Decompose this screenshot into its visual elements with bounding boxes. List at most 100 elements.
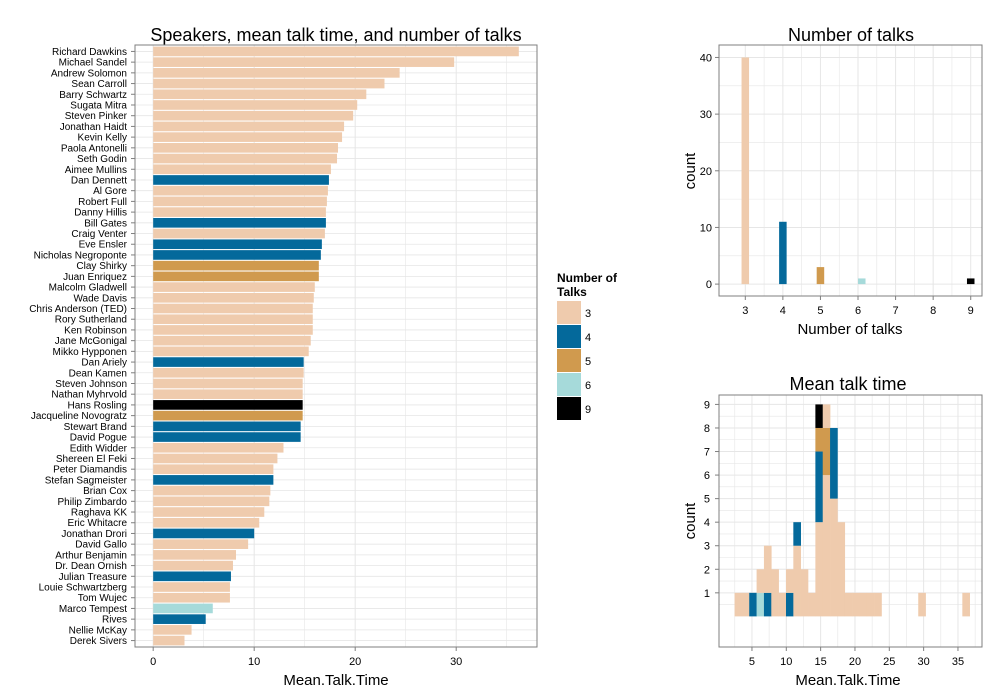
histogram-segment [852, 592, 860, 617]
y-tick-label: 2 [704, 564, 710, 576]
speaker-label: Nicholas Negroponte [34, 250, 128, 261]
speaker-label: Marco Tempest [59, 604, 127, 615]
x-tick-label: 10 [780, 656, 792, 668]
y-tick-label: 9 [704, 399, 710, 411]
speaker-label: Steven Pinker [65, 111, 128, 122]
speaker-bar [153, 78, 385, 89]
speaker-label: Michael Sandel [59, 58, 127, 69]
y-tick-label: 3 [704, 541, 710, 553]
speaker-label: Juan Enriquez [63, 272, 127, 283]
x-axis-title: Mean.Talk.Time [795, 672, 900, 689]
x-tick-label: 30 [450, 656, 462, 668]
speaker-label: Chris Anderson (TED) [29, 304, 127, 315]
speaker-label: Craig Venter [71, 229, 127, 240]
histogram-segment [815, 451, 824, 523]
speaker-bar [153, 592, 230, 603]
speaker-label: Dan Ariely [81, 358, 127, 369]
speaker-bar [153, 367, 304, 378]
speaker-label: Brian Cox [83, 486, 127, 497]
speaker-label: Arthur Benjamin [55, 550, 127, 561]
speaker-bar [153, 346, 309, 357]
panel-border [718, 44, 983, 297]
speaker-bar [153, 625, 192, 635]
histogram-segment [815, 522, 824, 617]
speaker-bar [153, 421, 301, 432]
speaker-bar [153, 464, 274, 475]
histogram-segment [734, 592, 743, 617]
y-tick-label: 4 [704, 517, 710, 529]
y-tick-label: 0 [706, 279, 712, 291]
speaker-bar [153, 550, 237, 560]
panel-border [718, 394, 983, 648]
speaker-label: Paola Antonelli [61, 143, 127, 154]
speaker-label: Edith Widder [70, 443, 128, 454]
y-tick-label: 7 [704, 447, 710, 459]
speaker-label: Clay Shirky [76, 261, 127, 272]
speaker-bar [153, 217, 326, 228]
speaker-label: Andrew Solomon [51, 68, 127, 79]
speaker-label: Sugata Mitra [70, 100, 127, 111]
x-tick-label: 3 [742, 305, 748, 317]
histogram-segment [771, 569, 779, 617]
histogram-segment [800, 569, 809, 617]
speaker-label: Dr. Dean Ornish [55, 561, 127, 572]
speaker-bar [153, 314, 313, 325]
speaker-label: Malcolm Gladwell [49, 283, 127, 294]
speaker-bar [153, 603, 213, 614]
x-axis-ticks: 0 10 20 30 [131, 50, 462, 668]
x-tick-label: 10 [248, 656, 260, 668]
histogram-segment [741, 592, 750, 617]
speaker-bar [153, 325, 313, 335]
histogram-segment [822, 427, 831, 476]
histogram-segment [808, 592, 816, 617]
x-axis-title: Mean.Talk.Time [283, 672, 388, 689]
legend-swatch [557, 349, 581, 372]
speaker-bar [153, 582, 230, 592]
speaker-bar [153, 282, 315, 292]
chart-title: Mean talk time [789, 374, 906, 394]
speaker-bar [153, 517, 260, 528]
y-tick-label: 30 [700, 109, 712, 121]
speaker-label: Steven Johnson [55, 379, 127, 390]
x-tick-label: 8 [930, 305, 936, 317]
speaker-bar [153, 475, 274, 485]
speaker-label: Richard Dawkins [52, 47, 127, 58]
count-bar [741, 57, 750, 285]
mean-talk-time-histogram: Mean talk time 5 10 15 20 25 30 35 1 2 3 4 5 6 7 8 9 Me… [682, 374, 983, 689]
speaker-bar [153, 239, 322, 250]
speaker-bar [153, 335, 311, 346]
y-axis-title: count [682, 502, 699, 540]
speaker-bar [153, 164, 331, 175]
legend-title-line-2: Talks [557, 285, 587, 299]
speaker-bar [153, 260, 319, 271]
chart-title: Speakers, mean talk time, and number of … [150, 25, 521, 45]
speakers-bar-chart: Speakers, mean talk time, and number of … [29, 25, 538, 689]
x-tick-label: 9 [968, 305, 974, 317]
speaker-label: Aimee Mullins [65, 165, 127, 176]
speaker-label: Dean Kamen [69, 368, 127, 379]
speaker-bar [153, 132, 343, 142]
histogram-segment [778, 592, 787, 617]
speaker-label: Tom Wujec [78, 593, 127, 604]
speaker-bar [153, 496, 270, 507]
histogram-segment [822, 475, 831, 617]
histogram-segment [844, 592, 853, 617]
speaker-label: Jonathan Drori [61, 529, 127, 540]
speaker-bar [153, 207, 326, 217]
speaker-label: Al Gore [93, 186, 127, 197]
y-tick-label: 6 [704, 470, 710, 482]
speaker-label: Sean Carroll [71, 79, 127, 90]
y-tick-label: 8 [704, 423, 710, 435]
speaker-bar [153, 46, 519, 57]
speaker-bar [153, 185, 328, 196]
speaker-bar [153, 560, 233, 571]
speaker-bar [153, 153, 338, 164]
x-tick-label: 5 [817, 305, 823, 317]
legend-swatch [557, 397, 581, 420]
speaker-label: Bill Gates [84, 218, 127, 229]
count-bar [966, 278, 975, 285]
histogram-segment [837, 522, 846, 617]
speaker-label: Philip Zimbardo [58, 497, 128, 508]
speaker-bar [153, 250, 321, 260]
